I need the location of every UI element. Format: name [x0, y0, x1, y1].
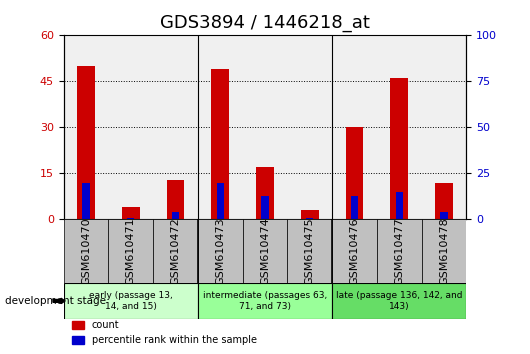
Text: GDS3894 / 1446218_at: GDS3894 / 1446218_at — [160, 14, 370, 32]
Bar — [440, 212, 448, 219]
Bar — [306, 218, 313, 219]
Text: early (passage 13,
14, and 15): early (passage 13, 14, and 15) — [89, 291, 173, 310]
Bar — [198, 219, 243, 283]
Bar — [346, 127, 364, 219]
Bar — [108, 219, 153, 283]
Bar — [153, 219, 198, 283]
Text: GSM610472: GSM610472 — [171, 217, 181, 285]
Bar — [332, 219, 377, 283]
Bar — [390, 78, 408, 219]
Bar — [377, 219, 422, 283]
Bar — [77, 66, 95, 219]
Legend: count, percentile rank within the sample: count, percentile rank within the sample — [68, 316, 261, 349]
Bar — [122, 207, 140, 219]
Text: GSM610470: GSM610470 — [81, 217, 91, 285]
Bar — [166, 179, 184, 219]
Bar — [211, 69, 229, 219]
Text: intermediate (passages 63,
71, and 73): intermediate (passages 63, 71, and 73) — [203, 291, 327, 310]
Bar — [64, 219, 108, 283]
Bar — [396, 192, 403, 219]
Bar — [217, 183, 224, 219]
Bar — [243, 219, 287, 283]
Text: GSM610471: GSM610471 — [126, 217, 136, 285]
Bar — [256, 167, 274, 219]
Bar — [172, 212, 179, 219]
Text: development stage: development stage — [5, 296, 107, 306]
Text: GSM610475: GSM610475 — [305, 217, 315, 285]
Bar — [301, 210, 319, 219]
Text: GSM610476: GSM610476 — [349, 217, 359, 285]
Bar — [82, 183, 90, 219]
Text: late (passage 136, 142, and
143): late (passage 136, 142, and 143) — [336, 291, 463, 310]
Bar — [64, 283, 198, 319]
Bar — [127, 218, 134, 219]
Bar — [351, 195, 358, 219]
Text: GSM610477: GSM610477 — [394, 217, 404, 285]
Bar — [261, 195, 269, 219]
Text: GSM610478: GSM610478 — [439, 217, 449, 285]
Bar — [422, 219, 466, 283]
Text: GSM610474: GSM610474 — [260, 217, 270, 285]
Bar — [198, 283, 332, 319]
Text: GSM610473: GSM610473 — [215, 217, 225, 285]
Bar — [332, 283, 466, 319]
Bar — [287, 219, 332, 283]
Bar — [435, 183, 453, 219]
